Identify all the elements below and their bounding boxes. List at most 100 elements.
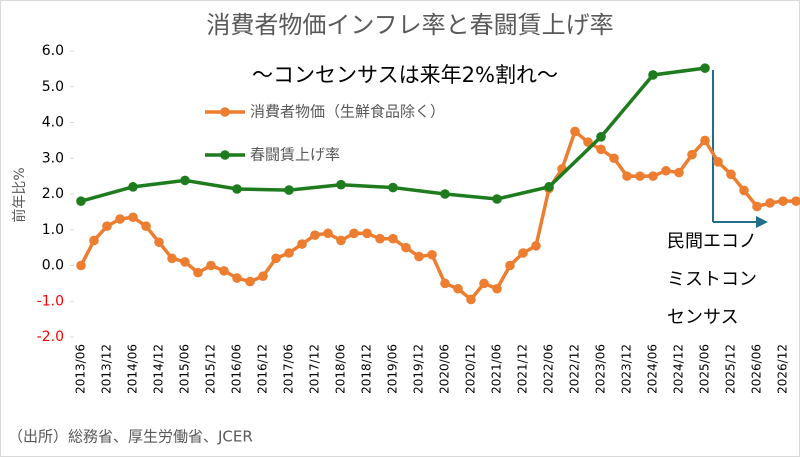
arrow-head	[756, 216, 768, 228]
data-point	[245, 276, 255, 287]
y-tick-label: -2.0	[37, 329, 64, 345]
data-point	[89, 235, 99, 246]
y-tick-label: 5.0	[42, 79, 64, 95]
data-point	[791, 196, 800, 206]
data-point	[700, 135, 710, 146]
data-point	[310, 230, 320, 240]
data-point	[466, 294, 476, 305]
data-point	[713, 157, 723, 167]
x-tick-label: 2024/06	[646, 344, 660, 394]
data-point	[180, 175, 190, 186]
data-point	[752, 201, 762, 212]
data-point	[349, 228, 359, 239]
data-point	[154, 237, 164, 248]
annotation-line-text: センサス	[667, 307, 739, 328]
data-point	[596, 144, 606, 155]
data-point	[648, 70, 658, 80]
data-point	[648, 171, 658, 181]
legend-label: 消費者物価（生鮮食品除く）	[250, 103, 445, 121]
x-tick-label: 2020/06	[438, 344, 452, 394]
x-tick-label: 2026/12	[776, 344, 790, 394]
data-point	[388, 182, 398, 193]
data-point	[232, 273, 242, 283]
y-axis-label: 前年比%	[11, 167, 28, 222]
chart-subtitle: 〜コンセンサスは来年2%割れ〜	[252, 63, 558, 87]
y-tick-label: 1.0	[42, 222, 64, 238]
x-tick-label: 2015/06	[178, 344, 192, 394]
legend-marker	[220, 107, 230, 117]
x-tick-label: 2023/06	[594, 344, 608, 394]
y-tick-label: -1.0	[37, 293, 64, 309]
data-point	[687, 149, 697, 160]
y-tick-label: 6.0	[42, 43, 64, 59]
data-point	[765, 198, 775, 208]
x-tick-label: 2013/06	[74, 344, 88, 394]
data-point	[570, 126, 580, 137]
x-tick-label: 2021/06	[490, 344, 504, 394]
x-tick-label: 2018/12	[360, 344, 374, 394]
x-tick-label: 2020/12	[464, 344, 478, 394]
x-tick-label: 2021/12	[516, 344, 530, 394]
data-point	[440, 278, 450, 289]
data-point	[128, 182, 138, 192]
data-point	[115, 214, 125, 224]
y-tick-label: 3.0	[42, 150, 64, 166]
data-point	[544, 182, 554, 192]
data-point	[531, 241, 541, 251]
x-tick-label: 2026/06	[750, 344, 764, 394]
data-point	[336, 235, 346, 246]
annotation-line-text: 民間エコノ	[667, 231, 757, 252]
data-point	[193, 267, 203, 278]
data-point	[180, 257, 190, 267]
x-tick-label: 2018/06	[334, 344, 348, 394]
data-point	[505, 260, 515, 271]
x-tick-label: 2024/12	[672, 344, 686, 394]
data-point	[739, 185, 749, 196]
data-point	[700, 63, 710, 73]
data-point	[102, 221, 112, 231]
data-point	[323, 228, 333, 239]
data-point	[622, 171, 632, 181]
x-tick-label: 2014/06	[126, 344, 140, 394]
data-point	[375, 233, 385, 244]
legend-label: 春闘賃上げ率	[250, 146, 340, 164]
y-tick-label: 2.0	[42, 186, 64, 202]
x-tick-label: 2025/06	[698, 344, 712, 394]
x-tick-label: 2022/12	[568, 344, 582, 394]
x-tick-label: 2022/06	[542, 344, 556, 394]
data-point	[583, 137, 593, 147]
data-point	[661, 165, 671, 176]
data-point	[518, 248, 528, 258]
data-point	[141, 221, 151, 231]
data-point	[401, 242, 411, 253]
x-tick-label: 2017/06	[282, 344, 296, 394]
x-tick-label: 2013/12	[100, 344, 114, 394]
data-point	[76, 196, 86, 206]
x-tick-label: 2025/12	[724, 344, 738, 394]
x-tick-label: 2016/12	[256, 344, 270, 394]
chart-title: 消費者物価インフレ率と春闘賃上げ率	[206, 11, 613, 39]
data-point	[219, 266, 229, 276]
source-note: （出所）総務省、厚生労働省、JCER	[8, 428, 253, 446]
data-point	[440, 189, 450, 199]
data-point	[388, 233, 398, 244]
x-tick-label: 2015/12	[204, 344, 218, 394]
x-tick-label: 2023/12	[620, 344, 634, 394]
data-point	[596, 132, 606, 142]
data-point	[674, 167, 684, 178]
data-point	[492, 194, 502, 204]
x-tick-label: 2019/12	[412, 344, 426, 394]
data-point	[336, 179, 346, 190]
x-tick-label: 2014/12	[152, 344, 166, 394]
data-point	[206, 260, 216, 271]
data-point	[297, 239, 307, 249]
y-tick-label: 0.0	[42, 258, 64, 274]
x-tick-label: 2016/06	[230, 344, 244, 394]
data-point	[362, 228, 372, 239]
data-point	[492, 283, 502, 294]
x-tick-label: 2019/06	[386, 344, 400, 394]
data-point	[453, 283, 463, 294]
